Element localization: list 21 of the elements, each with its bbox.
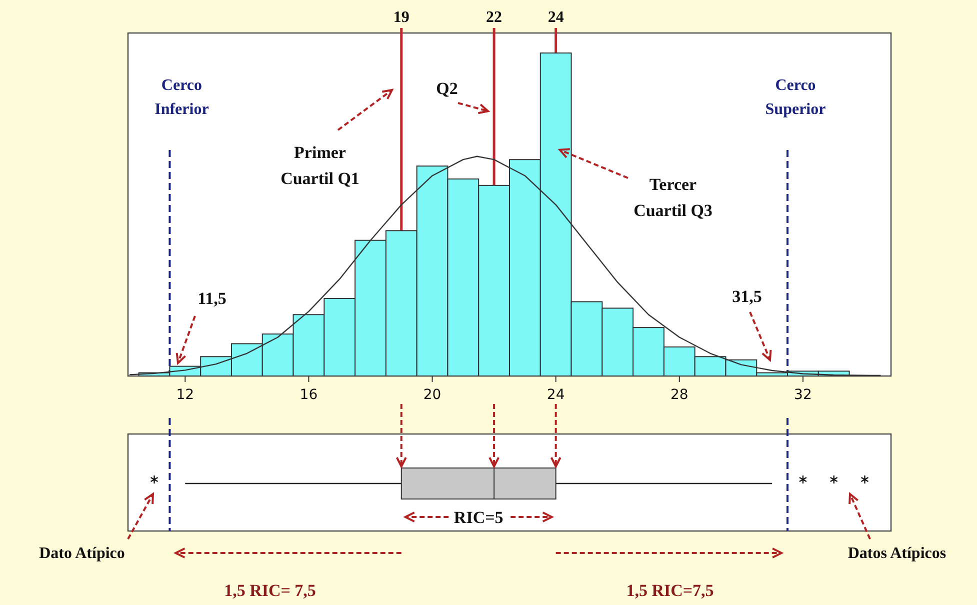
x-tick-label: 32: [794, 387, 812, 403]
ref-line-label: 24: [548, 9, 564, 26]
x-tick-label: 16: [300, 387, 318, 403]
ref-line-label: 22: [486, 9, 502, 26]
x-tick-label: 12: [176, 387, 194, 403]
x-tick-label: 28: [670, 387, 688, 403]
text: Datos Atípicos: [848, 545, 946, 562]
annotation: Q2: [436, 79, 458, 98]
x-tick-label: 20: [423, 387, 442, 403]
annotation: 31,5: [732, 287, 762, 306]
ref-line-label: Cerco Inferior: [154, 77, 209, 118]
text: Dato Atípico: [39, 545, 125, 562]
ref-line-label: Cerco Superior: [765, 77, 826, 118]
annotation: Primer Cuartil Q1: [280, 143, 360, 188]
text: 1,5 RIC= 7,5: [224, 581, 316, 600]
x-tick-label: 24: [546, 387, 565, 403]
annotation: Tercer Cuartil Q3: [634, 175, 712, 220]
annotation: RIC=5: [454, 508, 504, 527]
annotation: 11,5: [198, 289, 226, 308]
text: 1,5 RIC=7,5: [626, 581, 714, 600]
ref-line-label: 19: [393, 9, 410, 26]
